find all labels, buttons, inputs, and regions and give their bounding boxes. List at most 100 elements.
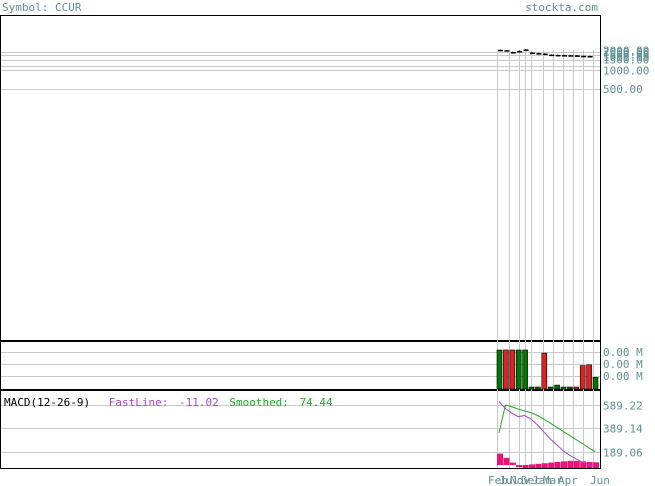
volume-bar <box>496 349 503 390</box>
candle <box>498 49 503 52</box>
volume-tick-label: 0.00 M <box>603 370 643 383</box>
price-tick-label: 1000.00 <box>603 51 649 64</box>
candle-body <box>530 52 535 55</box>
price-gridlines <box>1 52 600 90</box>
candle-body <box>581 55 587 58</box>
volume-bar <box>503 349 509 390</box>
volume-bar <box>528 386 535 390</box>
volume-bar <box>554 384 560 390</box>
date-label: Jul <box>499 474 519 486</box>
macd-histogram-bar <box>593 462 599 468</box>
price-tick-label: 2000.00 <box>603 44 649 57</box>
volume-bar <box>509 349 516 390</box>
candle-body <box>574 55 580 57</box>
price-tick-label: 1500.00 <box>603 49 649 62</box>
date-label: Dec <box>521 474 541 486</box>
macd-histogram-bar <box>497 453 503 465</box>
macd-histogram-bar <box>522 465 529 468</box>
candle-body <box>504 50 510 52</box>
macd-histogram-bar <box>529 464 535 468</box>
date-label: Nov <box>510 474 530 486</box>
macd-histogram-bar <box>567 460 574 468</box>
candle-body <box>510 52 516 54</box>
price-tick-label: 1500.00 <box>603 54 649 67</box>
candle <box>510 51 516 54</box>
volume-bar <box>567 386 573 390</box>
macd-panel <box>0 390 601 469</box>
volume-bar <box>515 349 522 390</box>
price-tick-label: 1000.00 <box>603 64 649 77</box>
macd-histogram-bar <box>561 461 567 468</box>
symbol-label: Symbol: CCUR <box>2 1 82 14</box>
date-label: Jan <box>532 474 552 486</box>
date-label: Feb <box>488 474 508 486</box>
candle <box>581 55 587 58</box>
macd-histogram-bar <box>580 461 587 468</box>
volume-bar <box>592 376 599 390</box>
volume-tick-label: 0.00 M <box>603 346 643 359</box>
price-tick-label: 2000.00 <box>603 46 649 59</box>
volume-bar <box>586 364 592 390</box>
price-axis: 2000.001500.001000.00500.002000.001500.0… <box>603 44 649 96</box>
macd-tick-label: 389.14 <box>603 423 643 436</box>
candle-body <box>542 53 548 56</box>
date-label: Jun <box>590 474 610 486</box>
candle-body <box>498 49 503 52</box>
smoothed-label: Smoothed: <box>229 396 289 409</box>
candle <box>523 49 529 51</box>
volume-bar <box>541 352 548 390</box>
svg-text:MACD(12-26-9) FastLine:: MACD(12-26-9) FastLine: -11.02 Smoothed:… <box>4 396 333 409</box>
vertical-gridlines <box>497 50 594 468</box>
macd-histogram-bar <box>573 460 580 468</box>
volume-axis: 0.00 M0.00 M0.00 M <box>603 346 643 383</box>
price-panel <box>0 15 601 341</box>
macd-axis: 589.22 389.14 189.06 <box>603 400 643 460</box>
smoothed-value: 74.44 <box>300 396 333 409</box>
fastline-label: FastLine: <box>109 396 169 409</box>
candle <box>574 55 580 57</box>
macd-histogram-bar <box>509 462 516 465</box>
fastline-value: -11.02 <box>179 396 219 409</box>
candle <box>517 50 523 53</box>
volume-bar <box>579 365 586 390</box>
macd-tick-label: 589.22 <box>603 400 643 413</box>
candle <box>530 52 535 55</box>
volume-bar <box>547 386 554 390</box>
candle <box>587 55 593 58</box>
candle <box>549 54 555 57</box>
candle <box>536 52 542 55</box>
volume-bar <box>535 386 541 390</box>
date-label: Mar <box>543 474 563 486</box>
candle-body <box>549 54 555 57</box>
candle-body <box>568 55 574 57</box>
candle <box>568 54 574 57</box>
price-tick-label: 500.00 <box>603 83 643 96</box>
candle <box>504 49 510 52</box>
candle-body <box>517 50 523 53</box>
site-name: stockta.com <box>525 1 598 14</box>
macd-title: MACD(12-26-9) <box>4 396 90 409</box>
macd-smoothed-line <box>498 404 596 453</box>
volume-bars <box>496 349 599 390</box>
macd-histogram-bar <box>503 457 510 465</box>
candle-body <box>562 55 567 57</box>
macd-histogram-bar <box>535 463 542 468</box>
price-candles <box>498 49 593 58</box>
candle <box>555 54 561 57</box>
macd-tick-label: 189.06 <box>603 447 643 460</box>
candle-body <box>555 54 561 57</box>
volume-bar <box>522 349 528 390</box>
candle-body <box>523 49 529 51</box>
volume-tick-label: 0.00 M <box>603 358 643 371</box>
candle-body <box>536 53 542 55</box>
macd-histogram-bar <box>541 463 548 468</box>
candle <box>562 54 567 57</box>
macd-histogram-bar <box>548 462 555 468</box>
volume-bar <box>560 386 567 390</box>
volume-bar <box>573 386 580 390</box>
macd-fastline <box>498 401 596 468</box>
macd-histogram-bar <box>516 465 523 467</box>
volume-panel <box>0 341 601 390</box>
